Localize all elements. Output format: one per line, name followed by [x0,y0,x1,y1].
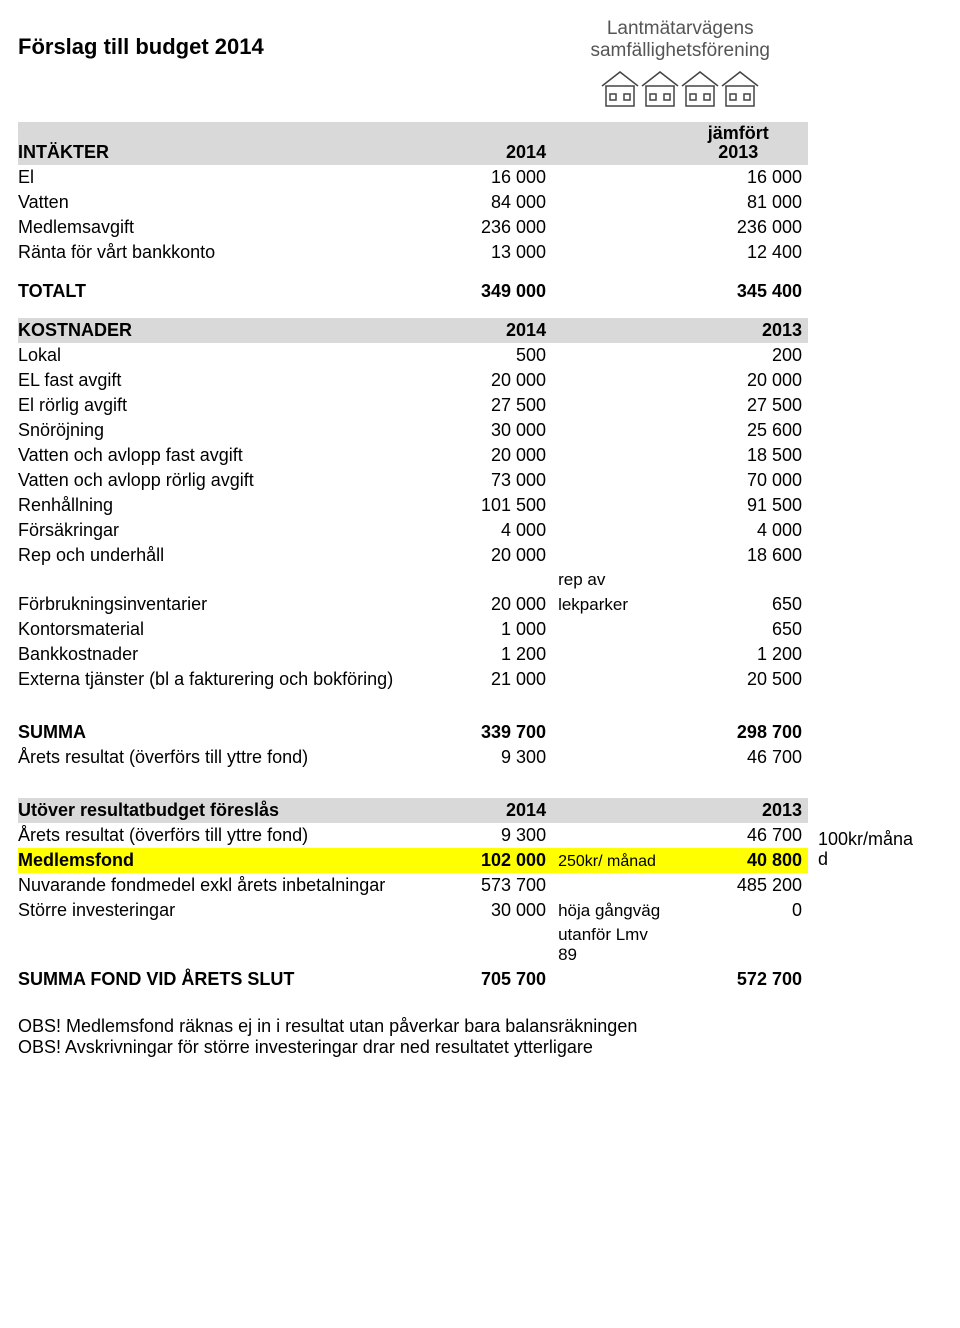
table-row: Ränta för vårt bankkonto13 00012 400 [18,240,808,265]
forbrukning-row: Förbrukningsinventarier 20 000 lekparker… [18,592,808,617]
jmf-header: jämfört 2013 [674,122,808,165]
table-row: El rörlig avgift27 50027 500 [18,393,808,418]
intakter-table: INTÄKTER 2014 jämfört 2013 El16 00016 00… [18,122,808,848]
table-row: Snöröjning30 00025 600 [18,418,808,443]
table-row: Rep och underhåll20 00018 600 [18,543,808,568]
table-row: Kontorsmaterial1 000650 [18,617,808,642]
org-line2: samfällighetsförening [590,40,770,62]
utover-result-row: Årets resultat (överförs till yttre fond… [18,823,808,848]
side-note-d: d [818,850,828,870]
table-row: Externa tjänster (bl a fakturering och b… [18,667,808,692]
invest-row: Större investeringar30 000höja gångväg0 [18,898,808,923]
invest-note-row: utanför Lmv 89 [18,923,808,967]
table-row: Lokal500200 [18,343,808,368]
footer-notes: OBS! Medlemsfond räknas ej in i resultat… [18,1016,950,1058]
org-block: Lantmätarvägens samfällighetsförening [590,18,950,108]
org-line1: Lantmätarvägens [590,18,770,40]
table-header-row: INTÄKTER 2014 jämfört 2013 [18,122,808,165]
side-note-100kr: 100kr/måna [818,830,913,850]
summa-row: SUMMA339 700298 700 [18,720,808,745]
table-row: EL fast avgift20 00020 000 [18,368,808,393]
table-row: El16 00016 000 [18,165,808,190]
table-row: Vatten84 00081 000 [18,190,808,215]
table-row: Vatten och avlopp rörlig avgift73 00070 … [18,468,808,493]
table-row: Renhållning101 50091 500 [18,493,808,518]
table-row: Vatten och avlopp fast avgift20 00018 50… [18,443,808,468]
medlemsfond-row: Medlemsfond 102 000 250kr/ månad 40 800 [18,848,808,873]
result-row: Årets resultat (överförs till yttre fond… [18,745,808,770]
utover-header-row: Utöver resultatbudget föreslås 2014 2013 [18,798,808,823]
houses-icon-row [590,68,770,108]
medlemsfond-wrap: 100kr/måna Medlemsfond 102 000 250kr/ må… [18,848,950,873]
table-row: Försäkringar4 0004 000 [18,518,808,543]
intakter-header: INTÄKTER [18,122,419,165]
totalt-row: TOTALT349 000345 400 [18,279,808,304]
table-row: rep av [18,568,808,592]
page: Förslag till budget 2014 Lantmätarvägens… [0,0,960,1078]
kostnader-header-row: KOSTNADER 2014 2013 [18,318,808,343]
page-title: Förslag till budget 2014 [18,18,264,60]
footer-line1: OBS! Medlemsfond räknas ej in i resultat… [18,1016,950,1037]
house-icons [600,68,760,108]
utover-rest-table: Nuvarande fondmedel exkl årets inbetalni… [18,873,808,992]
footer-line2: OBS! Avskrivningar för större investerin… [18,1037,950,1058]
fond-slut-row: SUMMA FOND VID ÅRETS SLUT705 700572 700 [18,967,808,992]
year-2014: 2014 [419,122,553,165]
nuvarande-row: Nuvarande fondmedel exkl årets inbetalni… [18,873,808,898]
table-row: Bankkostnader1 2001 200 [18,642,808,667]
header: Förslag till budget 2014 Lantmätarvägens… [18,18,950,108]
table-row: Medlemsavgift236 000236 000 [18,215,808,240]
